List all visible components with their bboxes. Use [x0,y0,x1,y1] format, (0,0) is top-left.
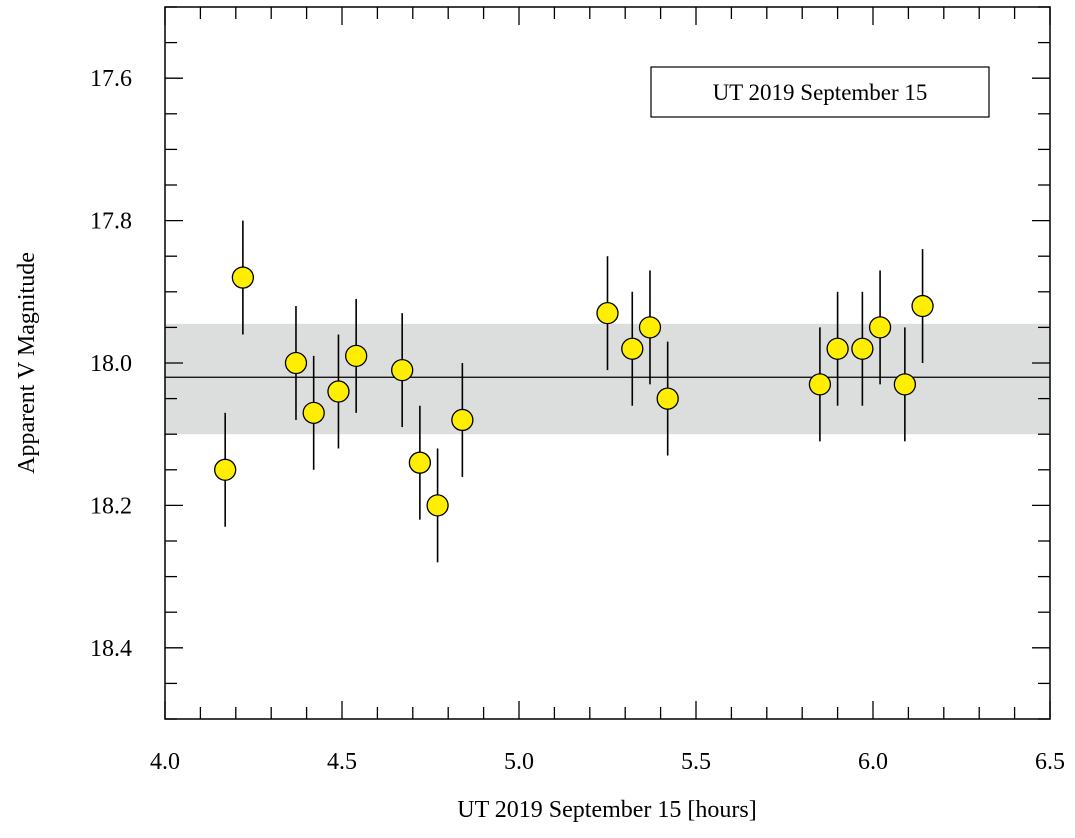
data-point [426,494,449,517]
x-tick-label: 4.0 [150,749,180,775]
data-point [911,294,934,318]
y-tick-label: 18.2 [90,493,132,519]
data-point [596,302,619,325]
x-tick-label: 5.0 [504,749,534,775]
data-point [408,451,432,474]
data-point [451,408,474,432]
y-tick-label: 17.8 [90,209,132,235]
legend-text: UT 2019 September 15 [713,80,928,105]
y-tick-label: 18.4 [90,636,132,662]
legend-box: UT 2019 September 15 [650,66,990,118]
data-point [893,373,917,396]
data-point [656,387,679,410]
y-tick-label: 18.0 [90,351,132,377]
data-point [214,458,237,481]
data-point [391,358,414,382]
data-point [851,337,874,360]
data-point [284,351,308,375]
data-point [826,337,849,360]
data-points [214,266,934,517]
data-point [302,401,325,424]
y-axis-label: Apparent V Magnitude [14,252,40,474]
data-point [868,316,892,339]
data-point [231,266,255,289]
data-point [808,373,832,396]
data-point [327,380,350,403]
legend-frame [650,66,990,118]
data-point [621,337,644,360]
x-axis-label: UT 2019 September 15 [hours] [457,797,757,823]
x-tick-label: 4.5 [327,749,357,775]
x-tick-label: 6.0 [858,749,888,775]
y-tick-label: 17.6 [90,66,132,92]
plot-frame [164,6,1051,720]
data-point [638,316,662,339]
x-tick-label: 5.5 [681,749,711,775]
data-point [345,344,368,368]
x-tick-label: 6.5 [1035,749,1065,775]
tick-labels: 4.0 4.5 5.0 5.5 6.0 6.5 17.6 17.8 18.0 18.2 18.4 [90,66,1065,775]
